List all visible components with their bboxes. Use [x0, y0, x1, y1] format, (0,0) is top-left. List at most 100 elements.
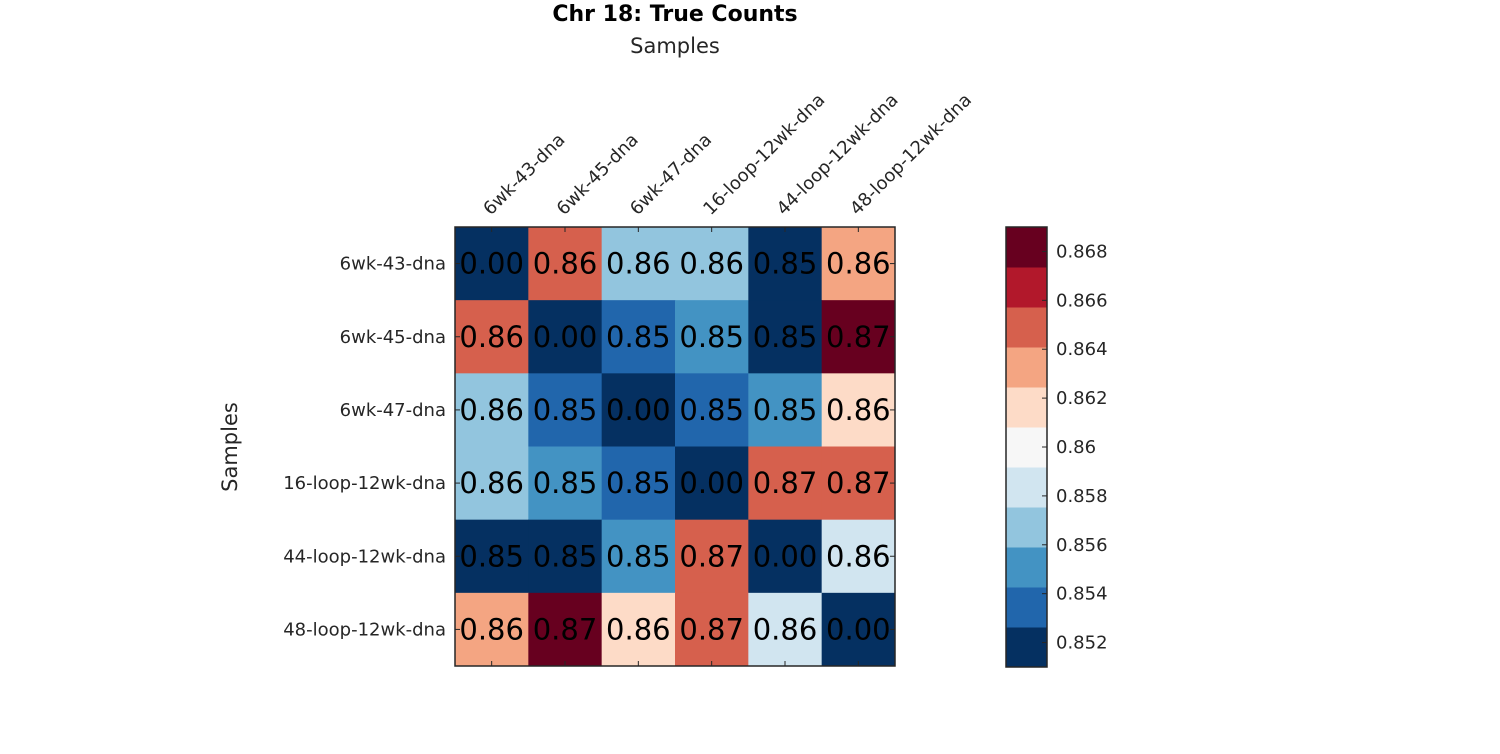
colorbar-segment — [1006, 387, 1047, 428]
cell-value-label: 0.87 — [679, 539, 744, 573]
colorbar-segment — [1006, 267, 1047, 308]
cell-value-label: 0.85 — [606, 539, 671, 573]
y-tick-label: 6wk-45-dna — [340, 327, 446, 348]
cell-value-label: 0.85 — [753, 393, 818, 427]
heatmap-cell — [675, 227, 749, 301]
chart-title: Chr 18: True Counts — [552, 2, 797, 27]
heatmap-cell — [675, 592, 749, 667]
y-tick-labels: 6wk-43-dna 6wk-45-dna 6wk-47-dna 16-loop-12… — [283, 254, 895, 640]
heatmap-cell — [601, 592, 676, 667]
heatmap-cell — [748, 300, 823, 374]
cell-value-label: 0.87 — [826, 466, 891, 500]
cell-value-label: 0.87 — [753, 466, 818, 500]
cell-value-label: 0.87 — [679, 612, 744, 646]
y-axis-title: Samples — [218, 402, 242, 492]
heatmap-cell — [748, 446, 823, 521]
colorbar-segment — [1006, 347, 1047, 388]
heatmap-cell — [748, 519, 823, 594]
heatmap-cell — [821, 300, 896, 374]
cell-value-label: 0.85 — [679, 393, 744, 427]
heatmap-cell — [675, 519, 749, 594]
heatmap-cell — [821, 227, 896, 301]
colorbar-segment — [1006, 507, 1047, 548]
heatmap-cell — [748, 373, 823, 447]
heatmap-cell — [455, 446, 529, 521]
heatmap-cell — [821, 446, 896, 521]
cell-value-label: 0.85 — [533, 539, 598, 573]
heatmap-cell — [675, 373, 749, 447]
cell-value-label: 0.86 — [459, 320, 524, 354]
cell-value-label: 0.00 — [753, 539, 818, 573]
heatmap-cell — [821, 519, 896, 594]
heatmap-cell — [748, 592, 823, 667]
colorbar-segment — [1006, 427, 1047, 468]
cell-value-label: 0.87 — [826, 320, 891, 354]
cell-value-label: 0.00 — [679, 466, 744, 500]
cell-value-label: 0.86 — [826, 539, 891, 573]
colorbar: 0.852 0.854 0.856 0.858 0.86 0.862 0.864 0.866 0… — [1005, 226, 1108, 668]
colorbar-tick-label: 0.856 — [1056, 535, 1108, 556]
heatmap-cell — [528, 519, 603, 594]
cell-value-label: 0.86 — [606, 612, 671, 646]
heatmap-cell — [528, 227, 603, 301]
cell-value-label: 0.85 — [753, 320, 818, 354]
heatmap-cell — [601, 373, 676, 447]
cell-value-label: 0.85 — [606, 320, 671, 354]
x-tick-label: 48-loop-12wk-dna — [846, 90, 976, 220]
heatmap-cell — [748, 227, 823, 301]
cell-value-label: 0.86 — [753, 612, 818, 646]
y-tick-label: 48-loop-12wk-dna — [283, 619, 446, 640]
cell-value-label: 0.85 — [533, 466, 598, 500]
heatmap-cell — [601, 446, 676, 521]
x-axis-title: Samples — [630, 34, 720, 58]
y-tick-label: 44-loop-12wk-dna — [283, 546, 446, 567]
heatmap-cell — [821, 373, 896, 447]
cell-value-label: 0.85 — [459, 539, 524, 573]
colorbar-segment — [1006, 587, 1047, 628]
y-tick-label: 6wk-43-dna — [340, 254, 446, 275]
heatmap-cell — [455, 519, 529, 594]
cell-value-label: 0.86 — [459, 612, 524, 646]
cell-value-label: 0.00 — [606, 393, 671, 427]
colorbar-tick-label: 0.854 — [1056, 584, 1108, 605]
cell-value-label: 0.86 — [679, 247, 744, 281]
colorbar-segment — [1006, 467, 1047, 508]
heatmap-cell — [528, 300, 603, 374]
cell-value-label: 0.85 — [533, 393, 598, 427]
x-tick-label: 16-loop-12wk-dna — [699, 90, 829, 220]
cell-value-label: 0.85 — [679, 320, 744, 354]
cell-value-label: 0.00 — [459, 247, 524, 281]
colorbar-segment — [1006, 227, 1047, 268]
heatmap-cell — [675, 300, 749, 374]
heatmap-cell — [601, 300, 676, 374]
heatmap-cell — [528, 373, 603, 447]
cell-value-label: 0.85 — [606, 466, 671, 500]
colorbar-segment — [1006, 307, 1047, 348]
heatmap-cells — [455, 227, 896, 667]
cell-value-label: 0.86 — [459, 466, 524, 500]
x-tick-label: 44-loop-12wk-dna — [773, 90, 903, 220]
heatmap-cell — [675, 446, 749, 521]
cell-value-label: 0.86 — [459, 393, 524, 427]
cell-value-label: 0.86 — [826, 247, 891, 281]
cell-value-label: 0.00 — [826, 612, 891, 646]
heatmap-cell — [528, 592, 603, 667]
colorbar-tick-label: 0.864 — [1056, 339, 1108, 360]
cell-value-label: 0.00 — [533, 320, 598, 354]
colorbar-tick-label: 0.866 — [1056, 290, 1108, 311]
colorbar-segment — [1006, 547, 1047, 588]
cell-value-label: 0.86 — [533, 247, 598, 281]
heatmap-cell — [455, 227, 529, 301]
heatmap-cell — [455, 300, 529, 374]
plot-frame — [454, 226, 896, 667]
colorbar-tick-label: 0.858 — [1056, 486, 1108, 507]
colorbar-tick-label: 0.862 — [1056, 388, 1108, 409]
heatmap-cell — [455, 592, 529, 667]
heatmap-cell — [821, 592, 896, 667]
colorbar-tick-label: 0.868 — [1056, 241, 1108, 262]
cell-value-label: 0.86 — [826, 393, 891, 427]
heatmap-cell — [601, 227, 676, 301]
heatmap-cell — [601, 519, 676, 594]
